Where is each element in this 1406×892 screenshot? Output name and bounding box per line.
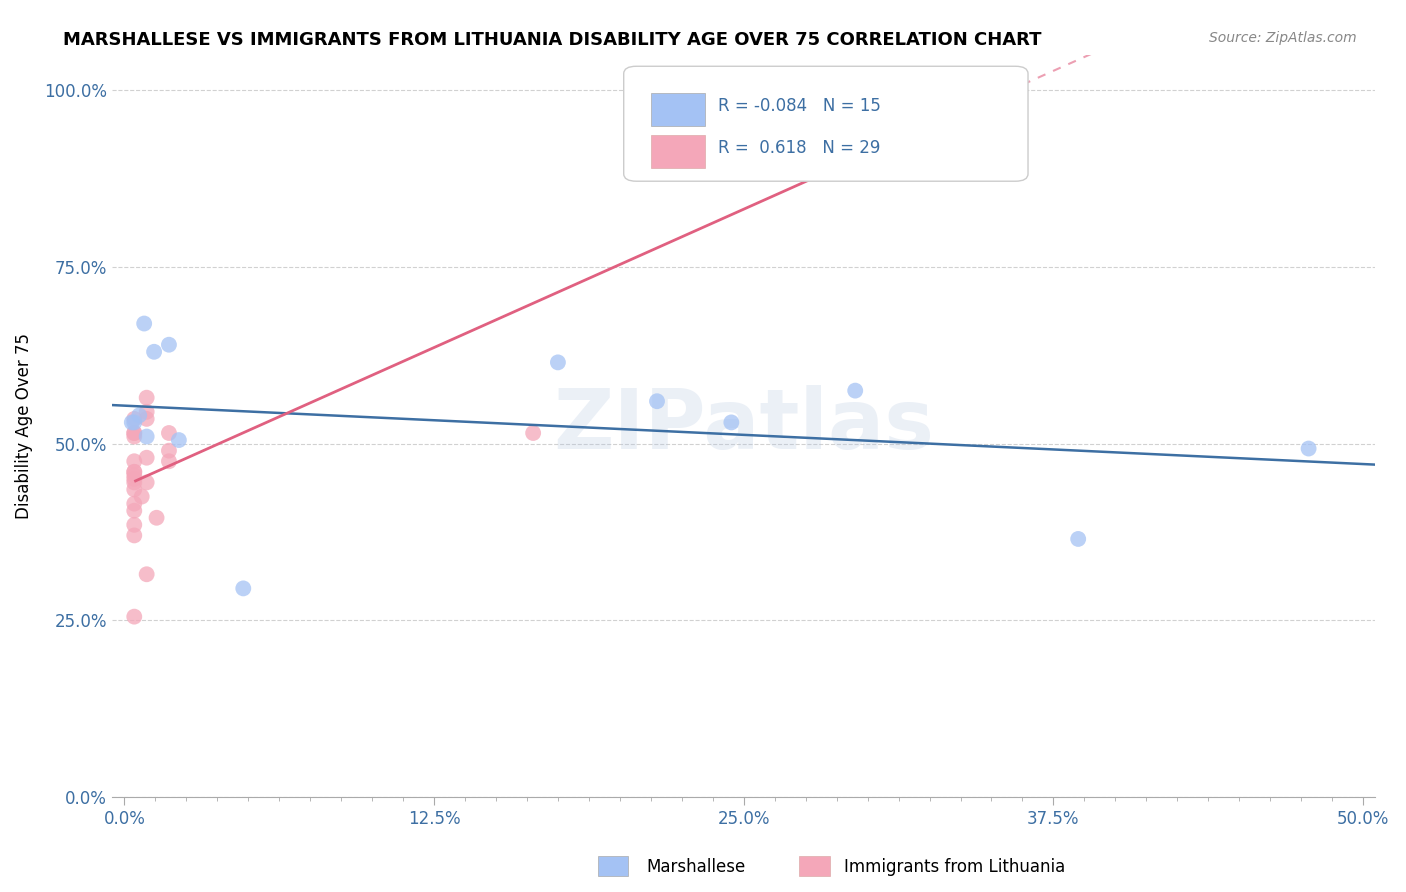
Point (122, 454, 145, 468)
Point (143, 344, 166, 359)
Point (122, 416, 145, 430)
Point (135, 412, 157, 426)
Point (122, 483, 145, 497)
Point (720, 416, 742, 430)
Point (122, 472, 145, 486)
Point (122, 465, 145, 479)
FancyBboxPatch shape (651, 135, 704, 169)
Point (122, 528, 145, 542)
Point (1298, 442, 1320, 456)
Point (131, 490, 153, 504)
Point (134, 317, 156, 331)
Point (1067, 532, 1090, 546)
Text: Immigrants from Lithuania: Immigrants from Lithuania (844, 858, 1064, 876)
Point (135, 567, 157, 582)
Point (121, 416, 143, 430)
Point (844, 83, 866, 97)
Point (122, 425, 145, 440)
Point (547, 355, 569, 369)
Point (122, 497, 145, 511)
FancyBboxPatch shape (624, 66, 1028, 181)
Point (135, 450, 157, 465)
Point (232, 582, 254, 596)
Point (167, 433, 190, 447)
Point (157, 337, 180, 351)
Point (122, 609, 145, 624)
Text: ZIPatlas: ZIPatlas (553, 385, 934, 467)
Point (122, 475, 145, 490)
Point (135, 429, 157, 443)
FancyBboxPatch shape (651, 93, 704, 126)
Point (522, 425, 544, 440)
Point (157, 454, 180, 468)
Point (122, 504, 145, 518)
Point (122, 517, 145, 532)
Text: R = -0.084   N = 15: R = -0.084 N = 15 (718, 96, 882, 114)
Point (122, 429, 145, 443)
Text: Source: ZipAtlas.com: Source: ZipAtlas.com (1209, 31, 1357, 45)
Point (122, 425, 145, 440)
Point (157, 443, 180, 458)
Text: R =  0.618   N = 29: R = 0.618 N = 29 (718, 139, 880, 157)
Text: Marshallese: Marshallese (647, 858, 747, 876)
Point (135, 475, 157, 490)
Point (135, 405, 157, 419)
Point (145, 510, 167, 524)
Point (157, 425, 180, 440)
Point (128, 409, 150, 423)
Text: MARSHALLESE VS IMMIGRANTS FROM LITHUANIA DISABILITY AGE OVER 75 CORRELATION CHAR: MARSHALLESE VS IMMIGRANTS FROM LITHUANIA… (63, 31, 1042, 49)
Point (122, 468, 145, 483)
Point (122, 465, 145, 479)
Y-axis label: Disability Age Over 75: Disability Age Over 75 (15, 333, 32, 519)
Point (645, 394, 668, 409)
Point (122, 412, 145, 426)
Point (135, 391, 157, 405)
Point (844, 384, 866, 398)
